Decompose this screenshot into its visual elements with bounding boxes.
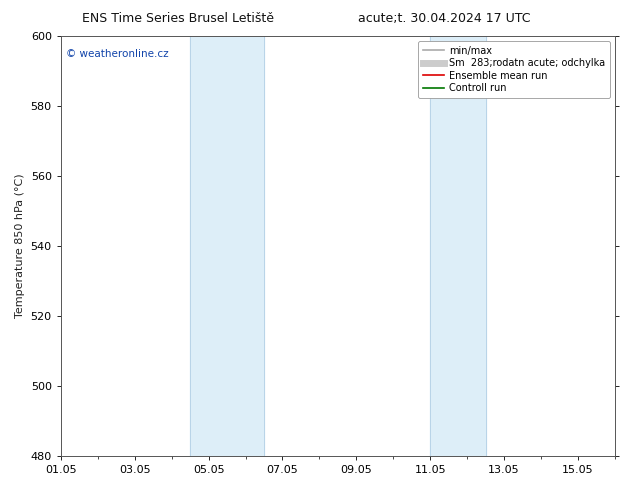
Text: acute;t. 30.04.2024 17 UTC: acute;t. 30.04.2024 17 UTC [358, 12, 530, 25]
Bar [430, 36, 486, 456]
Legend: min/max, Sm  283;rodatn acute; odchylka, Ensemble mean run, Controll run: min/max, Sm 283;rodatn acute; odchylka, … [418, 41, 610, 98]
Y-axis label: Temperature 850 hPa (°C): Temperature 850 hPa (°C) [15, 174, 25, 318]
Text: © weatheronline.cz: © weatheronline.cz [67, 49, 169, 59]
Text: ENS Time Series Brusel Letiště: ENS Time Series Brusel Letiště [82, 12, 273, 25]
Bar [190, 36, 264, 456]
